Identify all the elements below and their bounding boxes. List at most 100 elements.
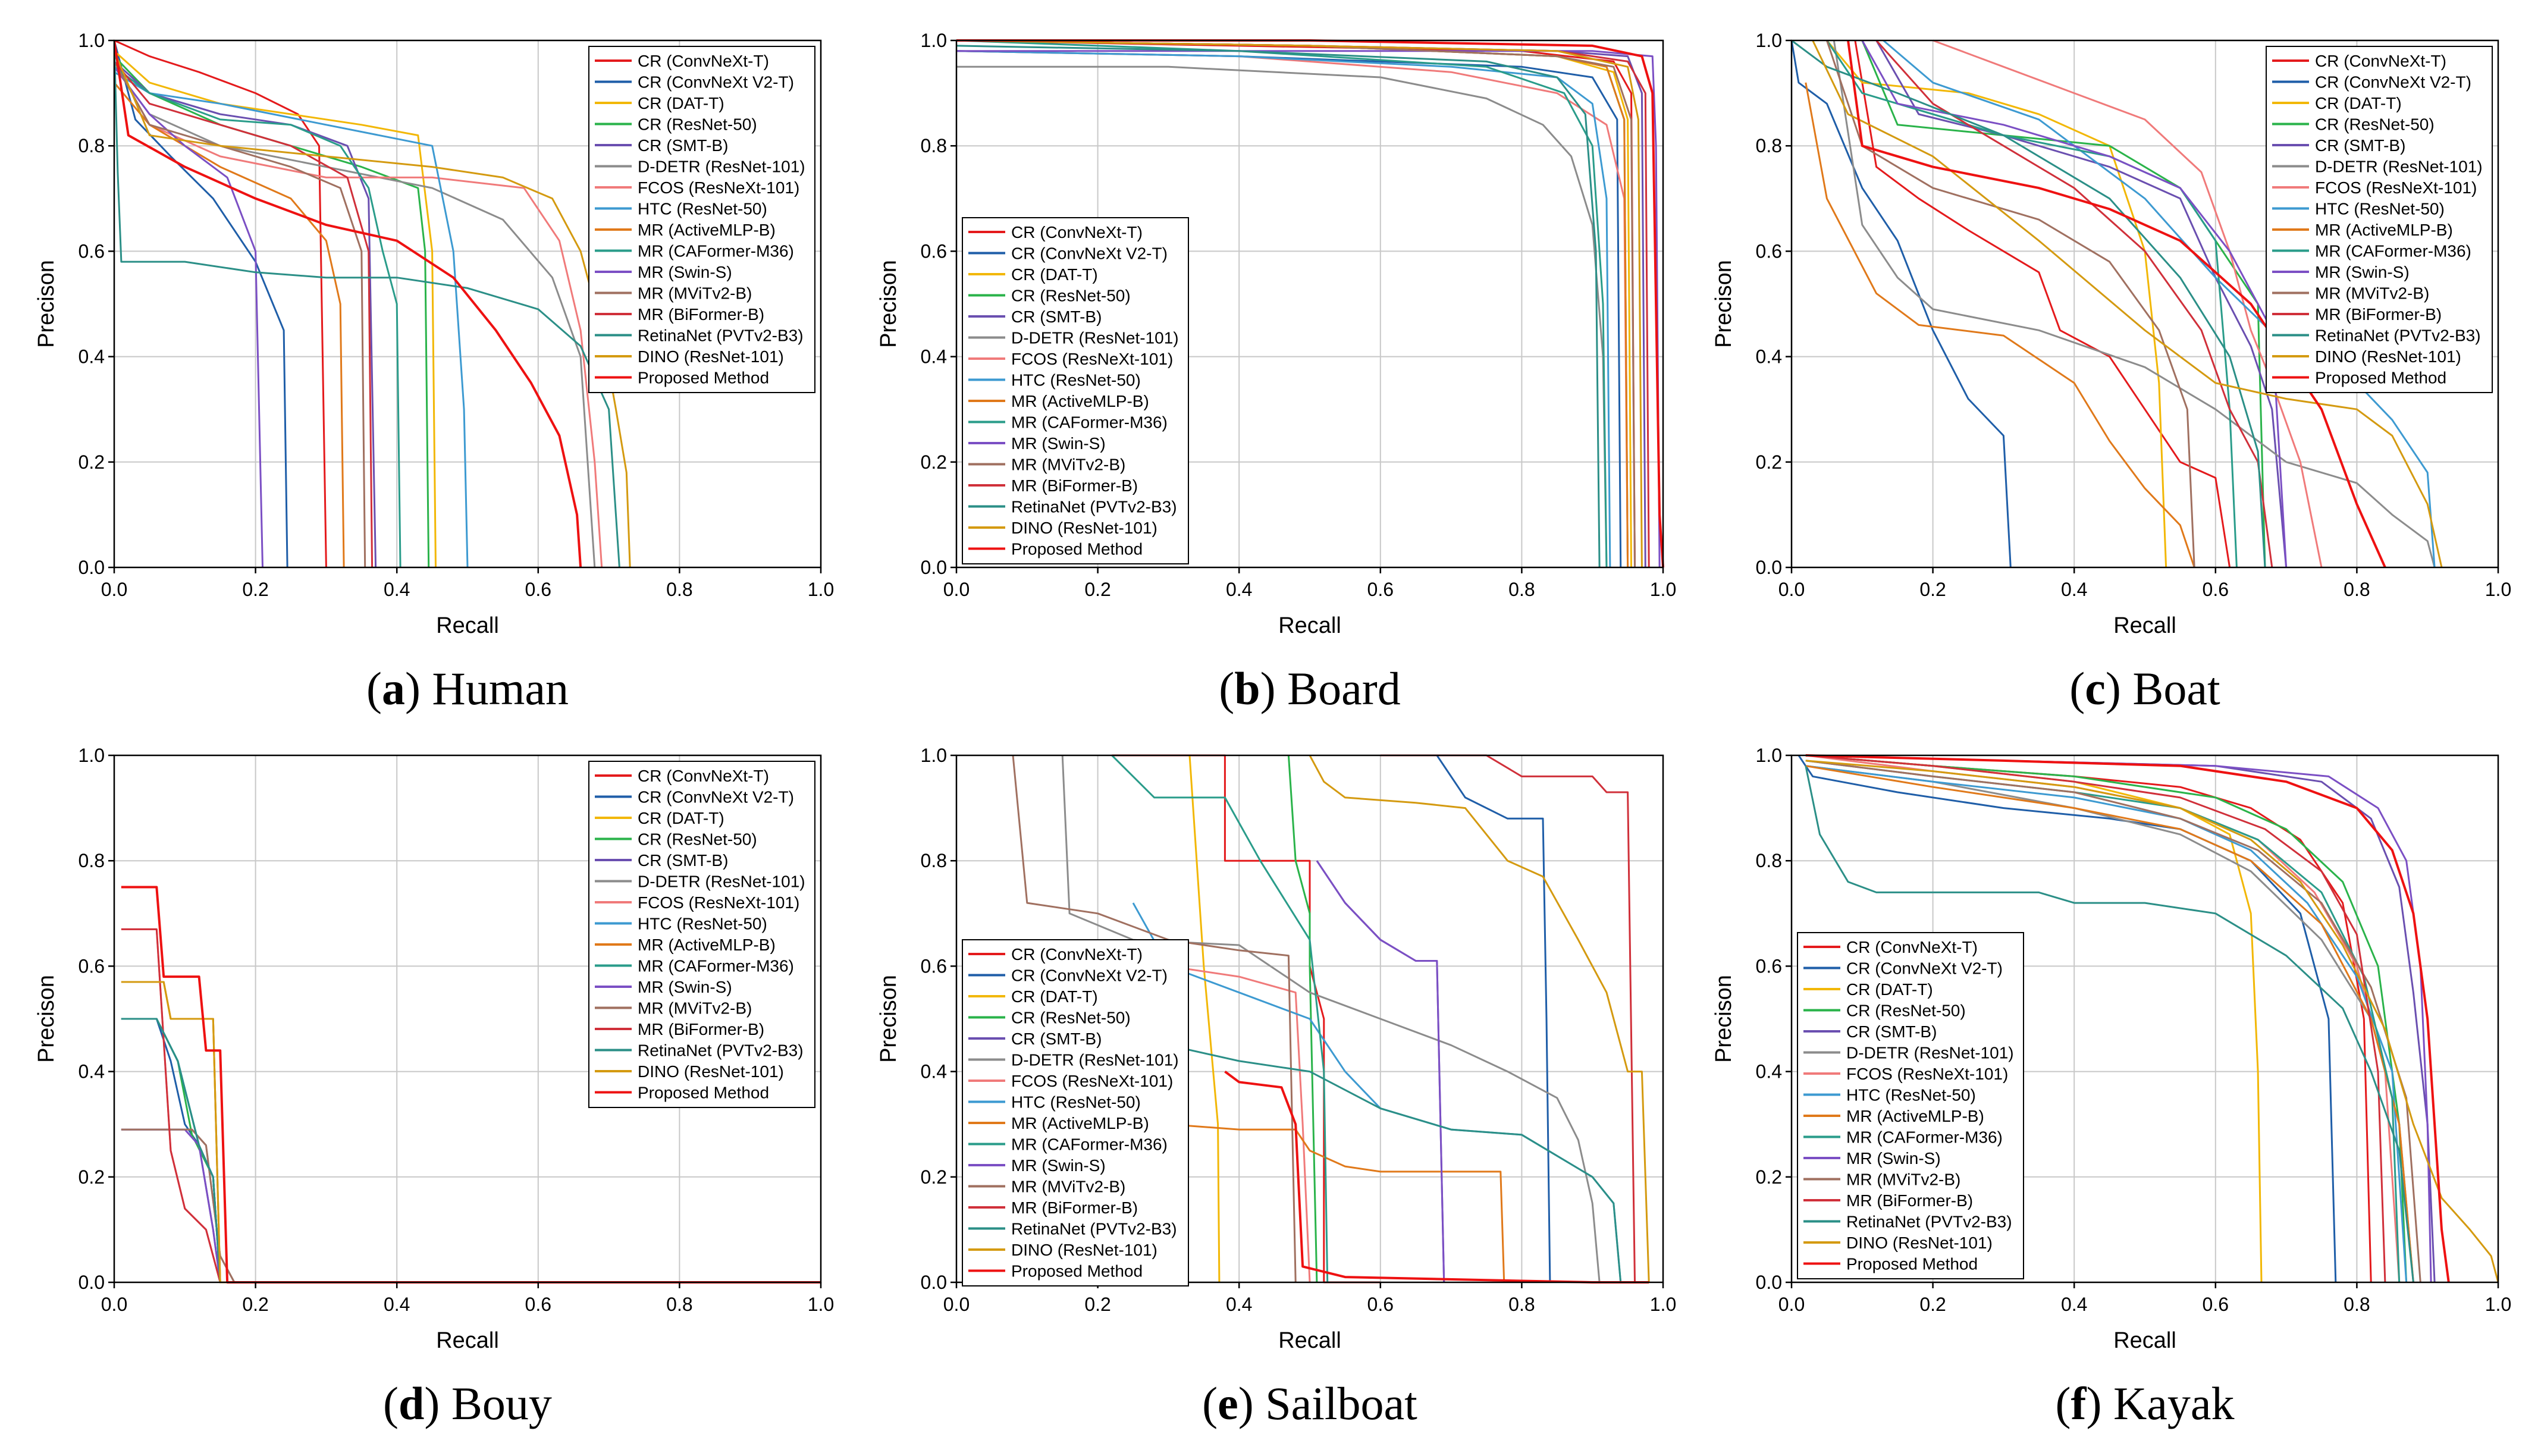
x-tick-label: 0.2 bbox=[242, 1294, 268, 1315]
y-tick-label: 0.6 bbox=[1756, 240, 1782, 262]
plot-frame bbox=[113, 754, 822, 1284]
series-line-htc-resnet-50 bbox=[1805, 765, 2408, 1283]
legend-entry-label: HTC (ResNet-50) bbox=[638, 200, 767, 218]
y-tick-label: 0.0 bbox=[79, 557, 105, 578]
legend-entry-label: CR (ResNet-50) bbox=[2315, 115, 2435, 134]
legend-entry-label: DINO (ResNet-101) bbox=[638, 1062, 784, 1081]
legend-entry-label: MR (MViTv2-B) bbox=[638, 284, 752, 303]
series-line-cr-convnext-v2-t bbox=[1792, 40, 2012, 568]
legend-entry-label: RetinaNet (PVTv2-B3) bbox=[638, 327, 804, 345]
series-group bbox=[114, 39, 631, 568]
y-tick-label: 1.0 bbox=[921, 745, 947, 766]
series-group bbox=[1797, 754, 2499, 1283]
legend-entry-label: CR (ResNet-50) bbox=[1011, 1009, 1131, 1027]
series-line-mr-swin-s bbox=[1316, 860, 1445, 1283]
legend: CR (ConvNeXt-T) CR (ConvNeXt V2-T) CR (DAT… bbox=[588, 46, 815, 393]
legend-entry-label: MR (Swin-S) bbox=[2315, 263, 2410, 281]
legend-entry-label: MR (BiFormer-B) bbox=[638, 1020, 764, 1038]
x-axis-label: Recall bbox=[1278, 1328, 1341, 1353]
panel-letter: a bbox=[382, 663, 405, 714]
y-tick-label: 1.0 bbox=[1756, 745, 1782, 766]
series-line-cr-resnet-50 bbox=[1287, 755, 1318, 1283]
y-tick-label: 0.2 bbox=[79, 1166, 105, 1188]
series-line-retinanet-pvtv2-b3 bbox=[1805, 765, 2414, 1283]
legend-entry-label: CR (ConvNeXt-T) bbox=[638, 52, 769, 70]
x-axis-label: Recall bbox=[2113, 613, 2176, 638]
panel-name: Kayak bbox=[2113, 1377, 2235, 1429]
legend-entry-label: Proposed Method bbox=[2315, 369, 2446, 387]
series-line-cr-dat-t bbox=[1188, 755, 1221, 1283]
y-tick-label: 0.0 bbox=[1756, 1272, 1782, 1293]
series-line-cr-dat-t bbox=[114, 50, 437, 568]
legend-entry-label: MR (Swin-S) bbox=[1011, 1156, 1106, 1175]
y-axis-label: Precison bbox=[34, 260, 59, 348]
legend: CR (ConvNeXt-T) CR (ConvNeXt V2-T) CR (DAT… bbox=[962, 217, 1189, 564]
legend-entry-label: CR (SMT-B) bbox=[638, 851, 728, 870]
legend-entry-label: Proposed Method bbox=[1011, 540, 1143, 558]
x-tick-label: 0.8 bbox=[1508, 579, 1535, 600]
x-tick-label: 0.8 bbox=[666, 1294, 692, 1315]
legend-entry-label: HTC (ResNet-50) bbox=[2315, 200, 2445, 218]
x-tick-label: 0.0 bbox=[101, 579, 127, 600]
x-tick-label: 0.4 bbox=[2061, 1294, 2087, 1315]
series-line-proposed-method bbox=[1805, 754, 2450, 1283]
y-tick-label: 0.4 bbox=[1756, 1061, 1782, 1082]
x-tick-label: 0.6 bbox=[525, 579, 551, 600]
legend-entry-label: DINO (ResNet-101) bbox=[2315, 347, 2461, 366]
series-line-cr-convnext-v2-t bbox=[1436, 755, 1551, 1283]
y-axis-label: Precison bbox=[1711, 975, 1736, 1063]
legend-entry-label: CR (ConvNeXt-T) bbox=[638, 767, 769, 785]
series-line-dino-resnet-101 bbox=[1309, 755, 1650, 1283]
x-tick-label: 1.0 bbox=[1650, 579, 1676, 600]
legend-entry-label: RetinaNet (PVTv2-B3) bbox=[1011, 1220, 1177, 1238]
legend-entry-label: CR (ConvNeXt-T) bbox=[1011, 223, 1143, 241]
series-line-retinanet-pvtv2-b3 bbox=[114, 40, 620, 568]
legend-entry-label: HTC (ResNet-50) bbox=[638, 915, 767, 933]
legend-entry-label: CR (ConvNeXt V2-T) bbox=[1011, 244, 1168, 263]
legend-entry-label: CR (ResNet-50) bbox=[1846, 1002, 1966, 1020]
legend-entry-label: MR (ActiveMLP-B) bbox=[1846, 1107, 1984, 1125]
legend-entry-label: MR (MViTv2-B) bbox=[1846, 1171, 1960, 1189]
panel-e: 0.00.0 0.2 0.2 0.4 0.4 0.6 0.6 0.8 0.8 1.0 1.0 Reca… bbox=[876, 745, 1676, 1429]
legend-entry-label: CR (ConvNeXt V2-T) bbox=[638, 73, 794, 92]
y-tick-label: 0.8 bbox=[921, 135, 947, 156]
series-line-mr-biformer-b bbox=[1805, 754, 2386, 1283]
legend-entry-label: CR (ConvNeXt V2-T) bbox=[1846, 959, 2003, 978]
legend-entry-label: RetinaNet (PVTv2-B3) bbox=[1011, 498, 1177, 516]
y-tick-label: 0.2 bbox=[1756, 1166, 1782, 1188]
legend-entry-label: MR (BiFormer-B) bbox=[638, 305, 764, 324]
x-tick-label: 0.6 bbox=[1367, 1294, 1394, 1315]
panel-caption: (e) Sailboat bbox=[1202, 1377, 1417, 1429]
x-tick-label: 0.4 bbox=[1226, 1294, 1252, 1315]
panel-b: 0.00.0 0.2 0.2 0.4 0.4 0.6 0.6 0.8 0.8 1.0 1.0 Reca… bbox=[876, 30, 1676, 714]
panel-a: 0.00.0 0.2 0.2 0.4 0.4 0.6 0.6 0.8 0.8 1.0 1.0 Reca… bbox=[34, 30, 834, 714]
legend-entry-label: D-DETR (ResNet-101) bbox=[1011, 329, 1179, 347]
panel-letter: e bbox=[1218, 1377, 1238, 1429]
legend-entry-label: CR (DAT-T) bbox=[1011, 987, 1098, 1006]
y-tick-label: 0.6 bbox=[79, 240, 105, 262]
x-tick-label: 0.0 bbox=[1778, 579, 1805, 600]
x-tick-label: 0.6 bbox=[2203, 1294, 2229, 1315]
panel-name: Human bbox=[432, 663, 569, 714]
x-axis-label: Recall bbox=[436, 613, 499, 638]
x-tick-label: 0.0 bbox=[943, 579, 970, 600]
series-line-proposed-method bbox=[121, 886, 821, 1284]
x-tick-label: 0.8 bbox=[2344, 579, 2370, 600]
legend-entry-label: CR (DAT-T) bbox=[1011, 265, 1098, 284]
series-line-mr-swin-s bbox=[1861, 40, 2288, 568]
y-axis-label: Precison bbox=[34, 975, 59, 1063]
series-line-proposed-method bbox=[114, 40, 582, 568]
legend-entry-label: Proposed Method bbox=[638, 369, 769, 387]
series-line-proposed-method bbox=[1224, 1070, 1649, 1284]
series-line-cr-convnext-v2-t bbox=[1797, 755, 2337, 1283]
panel-letter: f bbox=[2071, 1377, 2087, 1429]
series-line-cr-smt-b bbox=[1875, 40, 2288, 568]
legend-entry-label: MR (ActiveMLP-B) bbox=[2315, 221, 2453, 239]
panel-name: Boat bbox=[2132, 663, 2220, 714]
panel-f: 0.00.0 0.2 0.2 0.4 0.4 0.6 0.6 0.8 0.8 1.0 1.0 Reca… bbox=[1711, 745, 2511, 1429]
legend-entry-label: CR (ResNet-50) bbox=[638, 115, 757, 134]
y-axis-label: Precison bbox=[876, 260, 901, 348]
legend-entry-label: RetinaNet (PVTv2-B3) bbox=[1846, 1213, 2012, 1231]
panel-name: Sailboat bbox=[1265, 1377, 1417, 1429]
x-tick-label: 0.2 bbox=[1919, 579, 1946, 600]
